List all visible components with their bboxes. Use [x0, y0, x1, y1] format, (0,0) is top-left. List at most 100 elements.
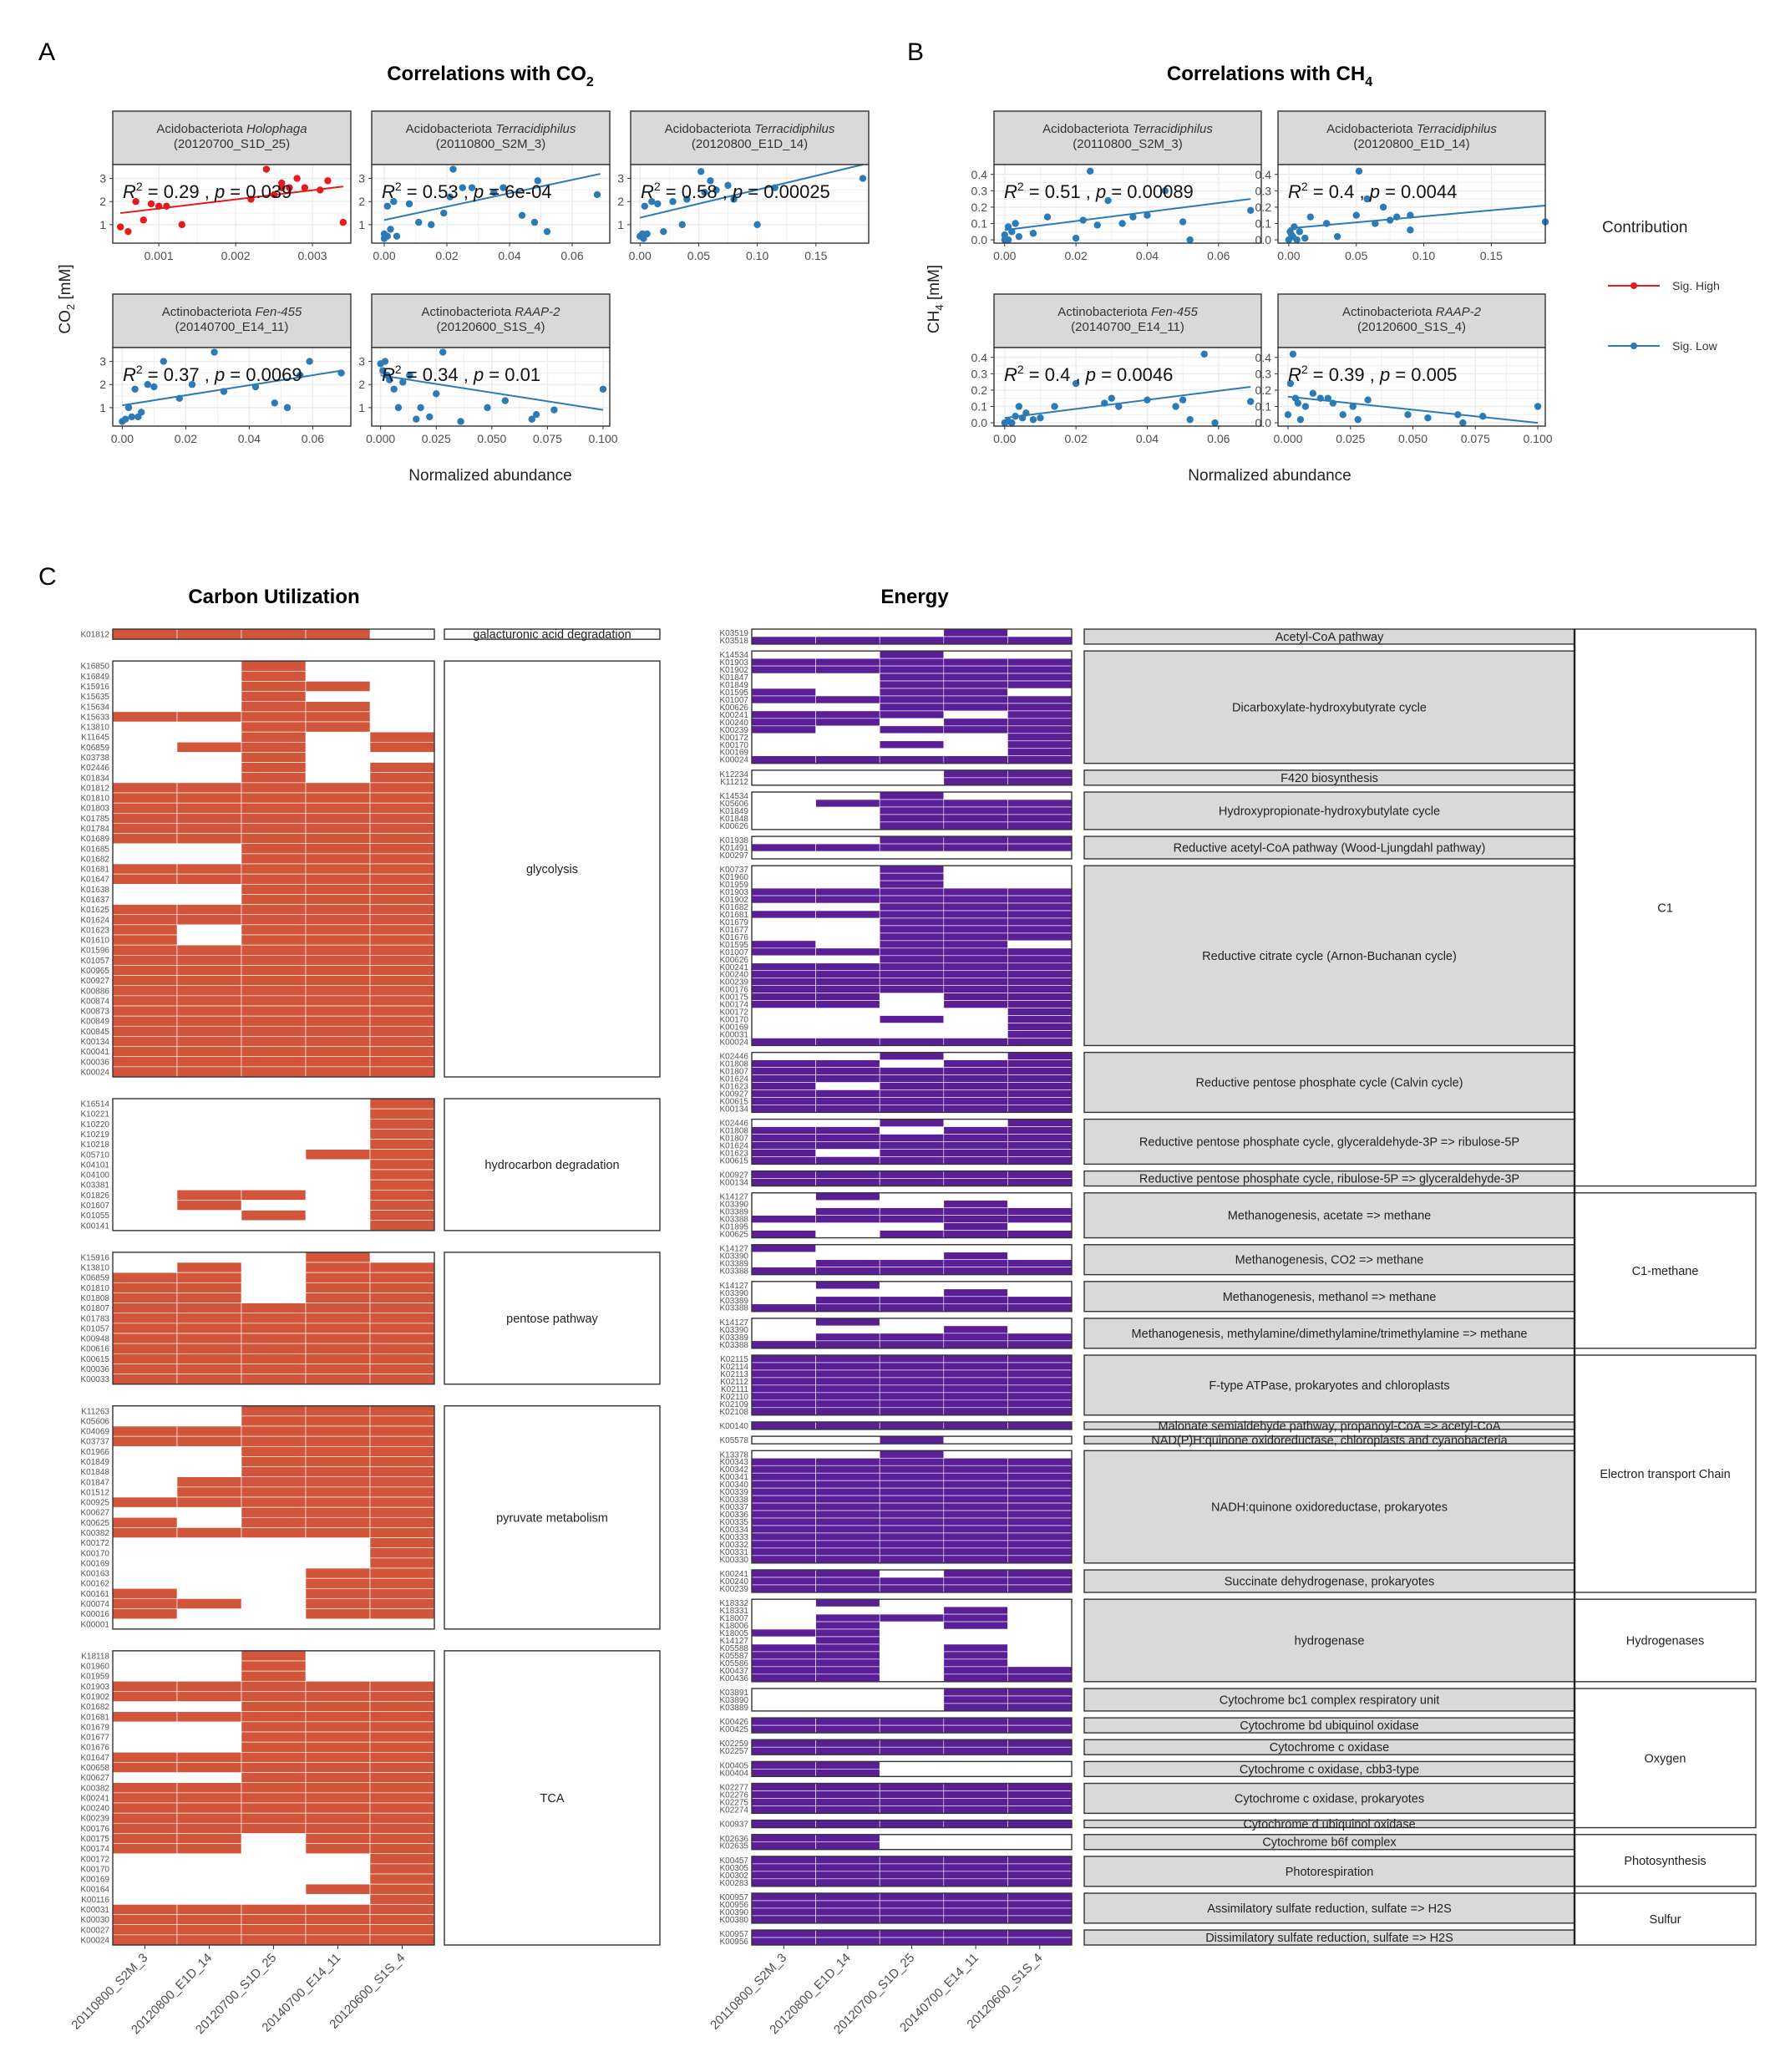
heatmap-cell — [815, 1495, 880, 1504]
heatmap-cell — [879, 1717, 945, 1726]
data-point — [383, 232, 391, 240]
heatmap-cell — [369, 792, 435, 804]
heatmap-cell — [1007, 1472, 1073, 1481]
heatmap-cell — [943, 925, 1008, 934]
pathway-box — [1083, 1051, 1575, 1114]
gene-label: K00615 — [720, 1097, 749, 1106]
heatmap-cell — [943, 1525, 1008, 1534]
facet-strip — [371, 293, 611, 348]
group-border — [751, 1354, 1073, 1416]
heatmap-cell — [751, 910, 816, 919]
heatmap-cell — [751, 1739, 816, 1748]
heatmap-cell — [305, 802, 371, 814]
heatmap-cell — [176, 1904, 242, 1915]
stat-eq: = — [1024, 364, 1045, 385]
heatmap-cell — [112, 985, 178, 997]
heatmap-cell — [241, 934, 307, 946]
heatmap-cell — [1007, 673, 1073, 682]
heatmap-cell — [241, 701, 307, 713]
heatmap-cell — [176, 1046, 242, 1058]
heatmap-cell — [305, 1731, 371, 1743]
data-point — [1296, 228, 1304, 236]
heatmap-cell — [112, 1833, 178, 1844]
heatmap-cell — [112, 1313, 178, 1324]
category-label: Electron transport Chain — [1600, 1468, 1730, 1481]
heatmap-cell — [815, 1502, 880, 1511]
heatmap-cell — [879, 917, 945, 927]
gene-label: K01903 — [720, 888, 749, 897]
heatmap-cell — [751, 1532, 816, 1541]
heatmap-cell — [112, 1516, 178, 1528]
heatmap-cell — [943, 1178, 1008, 1186]
gene-label: K00956 — [720, 1937, 749, 1947]
heatmap-cell — [815, 1156, 880, 1165]
heatmap-cell — [241, 1812, 307, 1824]
group-border — [751, 1244, 1073, 1276]
heatmap-cell — [815, 1856, 880, 1865]
heatmap-cell — [943, 1907, 1008, 1917]
data-point — [394, 404, 403, 412]
heatmap-cell — [943, 1472, 1008, 1481]
gene-label: K01848 — [720, 815, 749, 824]
x-tick-label: 0.075 — [533, 432, 562, 445]
y-tick-label: 0.1 — [1255, 400, 1272, 414]
facet-genus: Fen-455 — [255, 305, 302, 319]
data-point — [1324, 394, 1332, 402]
heatmap-cell — [879, 1510, 945, 1519]
gene-label: K01596 — [81, 947, 110, 956]
data-point — [678, 221, 686, 229]
heatmap-cell — [1007, 1399, 1073, 1409]
gene-label: K00874 — [81, 997, 110, 1006]
heatmap-cell — [305, 833, 371, 845]
heatmap-cell — [369, 762, 435, 774]
heatmap-cell — [1007, 1480, 1073, 1489]
heatmap-cell — [241, 1005, 307, 1017]
heatmap-cell — [879, 1074, 945, 1083]
heatmap-cell — [815, 1171, 880, 1179]
heatmap-cell — [751, 1929, 816, 1938]
facet-genus: Terracidiphilus — [495, 122, 576, 136]
heatmap-cell — [369, 1792, 435, 1804]
heatmap-cell — [815, 1613, 880, 1623]
heatmap-cell — [369, 914, 435, 926]
heatmap-cell — [751, 725, 816, 734]
category-box — [1574, 1892, 1757, 1946]
data-point — [683, 196, 691, 203]
heatmap-cell — [751, 636, 816, 645]
heatmap-cell — [943, 1105, 1008, 1113]
heatmap-cell — [815, 1362, 880, 1371]
heatmap-cell — [1007, 1067, 1073, 1075]
heatmap-cell — [176, 1527, 242, 1538]
heatmap-cell — [879, 703, 945, 712]
heatmap-cell — [879, 1340, 945, 1349]
ch4-x-axis-title: Normalized abundance — [1188, 467, 1351, 485]
heatmap-cell — [1007, 1739, 1073, 1748]
y-tick-label: 0.0 — [1255, 416, 1272, 429]
heatmap-cell — [176, 741, 242, 753]
heatmap-cell — [176, 833, 242, 845]
heatmap-cell — [369, 1466, 435, 1478]
heatmap-cell — [751, 1340, 816, 1349]
group-border — [751, 1450, 1073, 1564]
heatmap-group: K05578 NAD(P)H:quinone oxidoreductase, ch… — [720, 1435, 1575, 1448]
data-point — [1018, 414, 1027, 422]
heatmap-cell — [369, 1098, 435, 1110]
heatmap-cell — [943, 1871, 1008, 1880]
data-point — [155, 202, 163, 210]
gene-label: K02113 — [720, 1370, 748, 1379]
pathway-label: NAD(P)H:quinone oxidoreductase, chloropl… — [1151, 1435, 1508, 1448]
heatmap-cell — [751, 1871, 816, 1880]
ch4-y-axis-title: CH4 [mM] — [926, 265, 946, 333]
gene-label: K01055 — [81, 1211, 110, 1221]
gene-label: K00343 — [720, 1458, 749, 1467]
heatmap-cell — [1007, 1724, 1073, 1734]
heatmap-cell — [305, 934, 371, 946]
heatmap-cell — [112, 944, 178, 956]
heatmap-cell — [751, 1555, 816, 1564]
heatmap-cell — [815, 1783, 880, 1791]
heatmap-cell — [305, 1282, 371, 1293]
gene-label: K00030 — [81, 1916, 110, 1925]
y-tick-label: 1 — [617, 218, 624, 231]
data-point — [534, 177, 541, 185]
data-point — [1372, 220, 1379, 227]
